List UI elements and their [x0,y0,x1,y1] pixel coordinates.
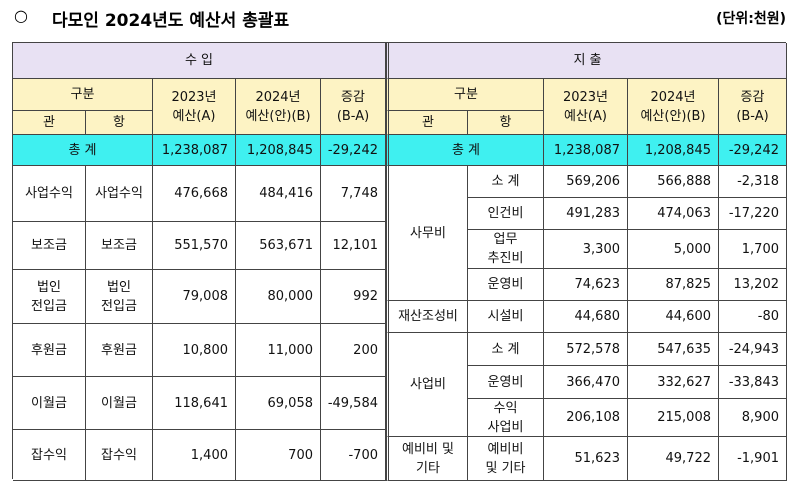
table-cell: 44,600 [628,301,719,333]
table-cell: -24,943 [719,333,787,366]
table-cell: 구분 [386,79,544,111]
table-cell: 법인 전입금 [86,270,153,324]
unit: (단위:천원) [716,11,786,27]
table-cell: 시설비 [468,301,544,333]
table-cell: 2024년 예산(안)(B) [236,79,321,135]
table-cell: 87,825 [628,269,719,301]
table-cell: 증감 (B-A) [321,79,386,135]
table-cell: 11,000 [236,324,321,377]
table-cell: 8,900 [719,399,787,437]
table-cell: 소 계 [468,333,544,366]
table-cell: 51,623 [544,437,628,481]
table-cell: 수익 사업비 [468,399,544,437]
table-cell: 200 [321,324,386,377]
table-cell: 563,671 [236,222,321,270]
table-cell: 후원금 [13,324,86,377]
table-cell: 13,202 [719,269,787,301]
table-cell: 79,008 [153,270,236,324]
table-cell: 항 [468,111,544,135]
table-cell: -29,242 [321,135,386,166]
budget-table: 수 입 구분 관 항 2023년 예산(A) 2024년 예산(안)(B) 증감 (B-A)… [12,42,787,481]
table-cell: 2024년 예산(안)(B) [628,79,719,135]
table-cell: 332,627 [628,366,719,399]
table-cell: 이월금 [86,377,153,430]
table-cell: 10,800 [153,324,236,377]
table-cell: 이월금 [13,377,86,430]
table-cell: 1,238,087 [153,135,236,166]
title: 다모인 2024년도 예산서 총괄표 [52,11,290,31]
table-cell: 1,208,845 [628,135,719,166]
table-cell: 7,748 [321,166,386,222]
table-cell: 1,700 [719,230,787,269]
table-cell: 보조금 [86,222,153,270]
table-cell: 예비비 및 기타 [468,437,544,481]
table-cell: 업무 추진비 [468,230,544,269]
table-cell: 총 계 [13,135,153,166]
table-cell: 476,668 [153,166,236,222]
table-cell: 491,283 [544,198,628,230]
table-cell: 예비비 및 기타 [386,437,468,481]
table-cell: 366,470 [544,366,628,399]
table-cell: 69,058 [236,377,321,430]
table-cell: 사무비 [386,166,468,301]
table-cell: 1,238,087 [544,135,628,166]
table-cell: 1,400 [153,430,236,481]
table-cell: 관 [386,111,468,135]
table-cell: 항 [86,111,153,135]
table-cell: 법인 전입금 [13,270,86,324]
table-cell: 484,416 [236,166,321,222]
bullet: ○ [14,6,28,25]
table-cell: 총 계 [386,135,544,166]
table-cell: 재산조성비 [386,301,468,333]
table-cell: 700 [236,430,321,481]
table-cell: 551,570 [153,222,236,270]
table-cell: 관 [13,111,86,135]
table-cell: 572,578 [544,333,628,366]
table-cell: 운영비 [468,269,544,301]
table-cell: 잡수익 [13,430,86,481]
table-cell: 566,888 [628,166,719,198]
table-cell: 잡수익 [86,430,153,481]
table-cell: 2023년 예산(A) [153,79,236,135]
table-cell: 사업수익 [86,166,153,222]
table-cell: -700 [321,430,386,481]
table-cell: 118,641 [153,377,236,430]
table-cell: 지 출 [386,43,787,79]
table-cell: 206,108 [544,399,628,437]
table-cell: -33,843 [719,366,787,399]
table-cell: 사업수익 [13,166,86,222]
table-cell: 3,300 [544,230,628,269]
table-cell: 49,722 [628,437,719,481]
table-cell: -2,318 [719,166,787,198]
table-cell: 구분 [13,79,153,111]
table-cell: -17,220 [719,198,787,230]
table-cell: 569,206 [544,166,628,198]
table-cell: 후원금 [86,324,153,377]
table-cell: 5,000 [628,230,719,269]
table-cell: 12,101 [321,222,386,270]
table-cell: 74,623 [544,269,628,301]
table-cell: 215,008 [628,399,719,437]
table-cell: -49,584 [321,377,386,430]
table-cell: 보조금 [13,222,86,270]
table-cell: -1,901 [719,437,787,481]
table-cell: 474,063 [628,198,719,230]
table-cell: 소 계 [468,166,544,198]
table-cell: 80,000 [236,270,321,324]
table-cell: 992 [321,270,386,324]
table-cell: 사업비 [386,333,468,437]
table-cell: 1,208,845 [236,135,321,166]
table-cell: -29,242 [719,135,787,166]
table-cell: 44,680 [544,301,628,333]
table-cell: 547,635 [628,333,719,366]
table-cell: 운영비 [468,366,544,399]
table-cell: -80 [719,301,787,333]
table-cell: 수 입 [13,43,386,79]
table-cell: 2023년 예산(A) [544,79,628,135]
table-cell: 증감 (B-A) [719,79,787,135]
table-cell: 인건비 [468,198,544,230]
